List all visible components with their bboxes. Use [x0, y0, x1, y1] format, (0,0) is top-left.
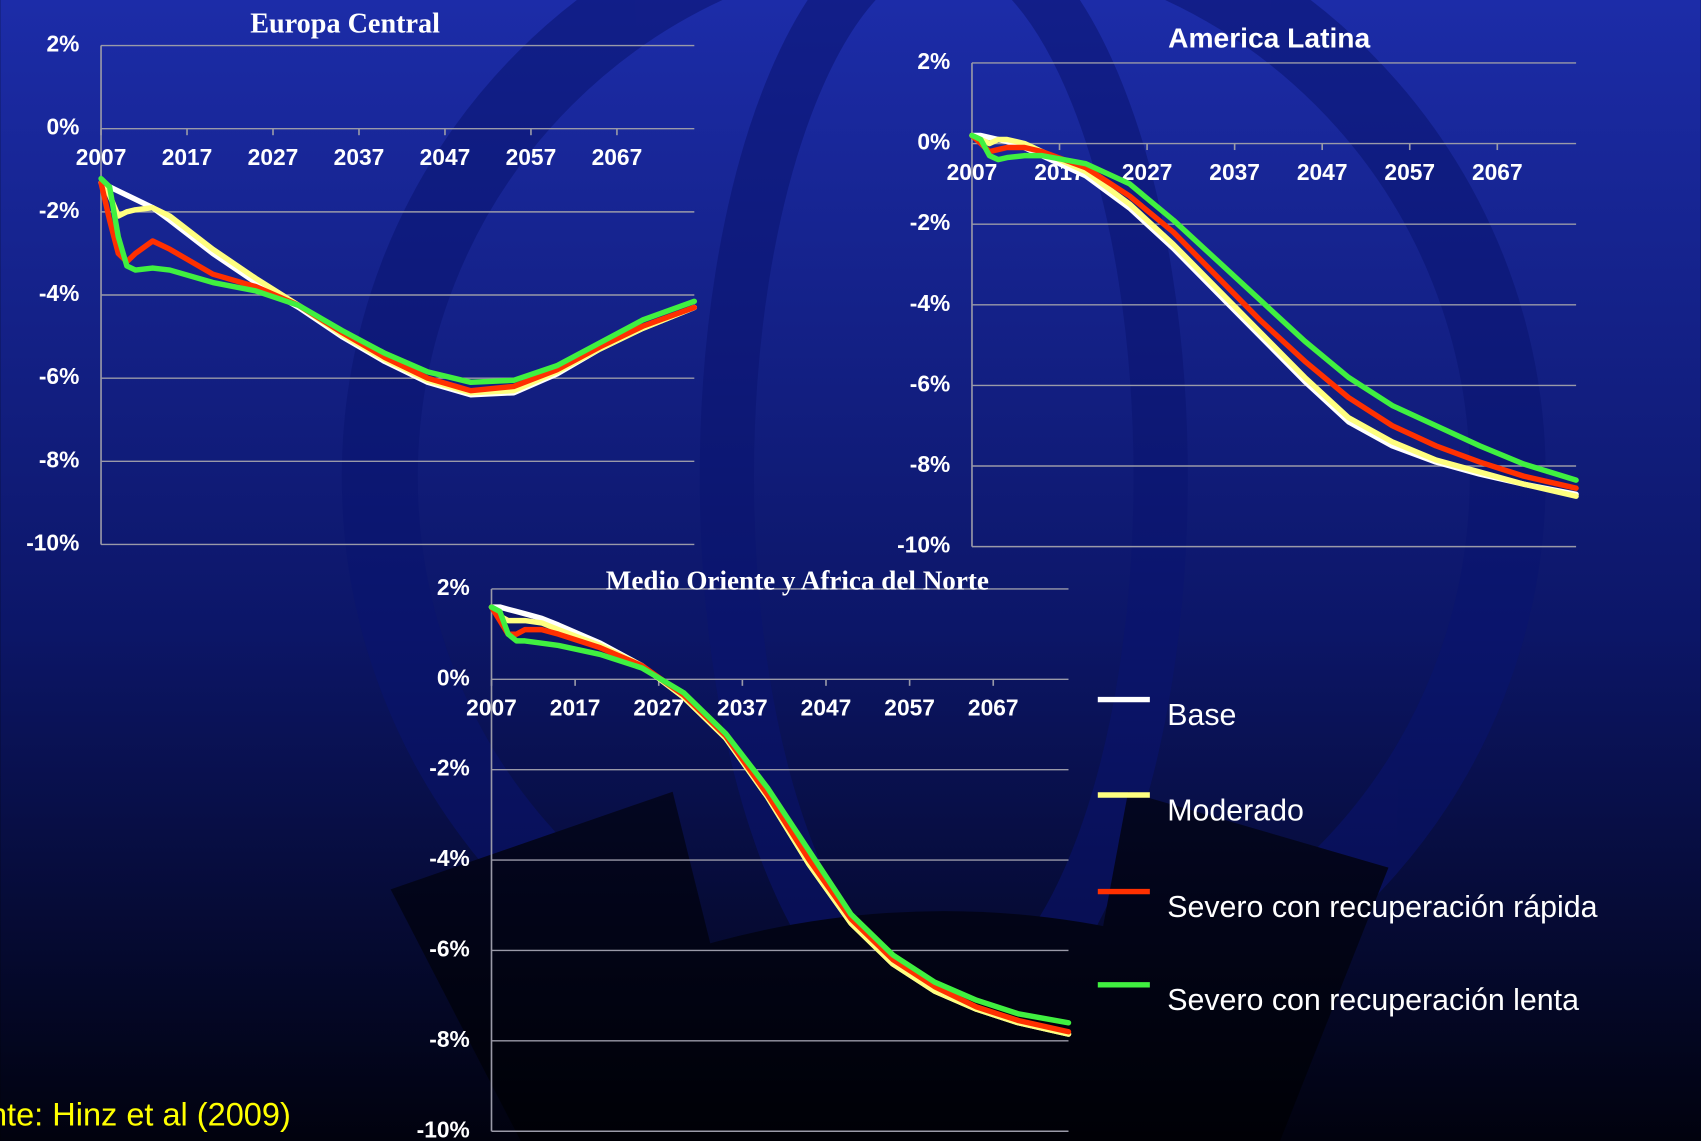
- y-tick-label: -10%: [26, 529, 79, 555]
- y-tick-label: -2%: [39, 197, 80, 223]
- x-tick-label: 2057: [884, 695, 935, 721]
- y-tick-label: -4%: [429, 845, 470, 871]
- x-tick-label: 2017: [550, 695, 601, 721]
- x-tick-label: 2017: [162, 144, 213, 170]
- y-tick-label: 2%: [437, 574, 470, 600]
- chart-title: Medio Oriente y Africa del Norte: [606, 566, 989, 596]
- y-tick-label: 2%: [46, 31, 79, 57]
- y-tick-label: -6%: [429, 935, 470, 961]
- x-tick-label: 2067: [1472, 159, 1523, 185]
- x-tick-label: 2057: [1384, 159, 1435, 185]
- x-tick-label: 2047: [1297, 159, 1348, 185]
- x-tick-label: 2007: [466, 695, 517, 721]
- x-tick-label: 2067: [968, 695, 1019, 721]
- x-tick-label: 2047: [420, 144, 471, 170]
- chart-title: America Latina: [1168, 22, 1370, 54]
- y-tick-label: -6%: [910, 370, 951, 396]
- y-tick-label: -8%: [429, 1026, 470, 1052]
- x-tick-label: 2037: [1209, 159, 1260, 185]
- page: {"chart_data": [ {"type": "line", "title…: [0, 0, 1701, 1141]
- y-tick-label: 0%: [46, 114, 79, 140]
- y-tick-label: -10%: [897, 532, 950, 558]
- y-tick-label: -6%: [39, 363, 80, 389]
- slide: -10% -8% -6% -4% -2% 0% 2% 2007 2017 2027 2037 2047…: [0, 0, 1701, 1141]
- chart-title: Europa Central: [250, 8, 440, 39]
- source-note: Fuente: Hinz et al (2009): [0, 1097, 291, 1133]
- x-tick-label: 2037: [717, 695, 768, 721]
- y-tick-label: 0%: [437, 664, 470, 690]
- x-tick-label: 2037: [334, 144, 385, 170]
- y-tick-label: -4%: [910, 290, 951, 316]
- legend-label: Moderado: [1167, 794, 1304, 827]
- y-tick-label: -8%: [39, 446, 80, 472]
- x-tick-label: 2067: [592, 144, 643, 170]
- y-tick-label: -10%: [417, 1116, 470, 1141]
- x-tick-label: 2027: [248, 144, 299, 170]
- legend-label: Severo con recuperación lenta: [1167, 984, 1579, 1017]
- y-tick-label: -8%: [910, 451, 951, 477]
- x-tick-label: 2057: [506, 144, 557, 170]
- y-tick-label: -2%: [429, 755, 470, 781]
- legend-label: Base: [1167, 699, 1236, 732]
- legend-label: Severo con recuperación rápida: [1167, 891, 1597, 924]
- y-tick-label: 2%: [917, 48, 950, 74]
- y-tick-label: -2%: [910, 209, 951, 235]
- x-tick-label: 2027: [633, 695, 684, 721]
- x-tick-label: 2007: [947, 159, 998, 185]
- x-tick-label: 2047: [801, 695, 852, 721]
- x-tick-label: 2007: [76, 144, 127, 170]
- y-tick-label: 0%: [917, 129, 950, 155]
- y-tick-label: -4%: [39, 280, 80, 306]
